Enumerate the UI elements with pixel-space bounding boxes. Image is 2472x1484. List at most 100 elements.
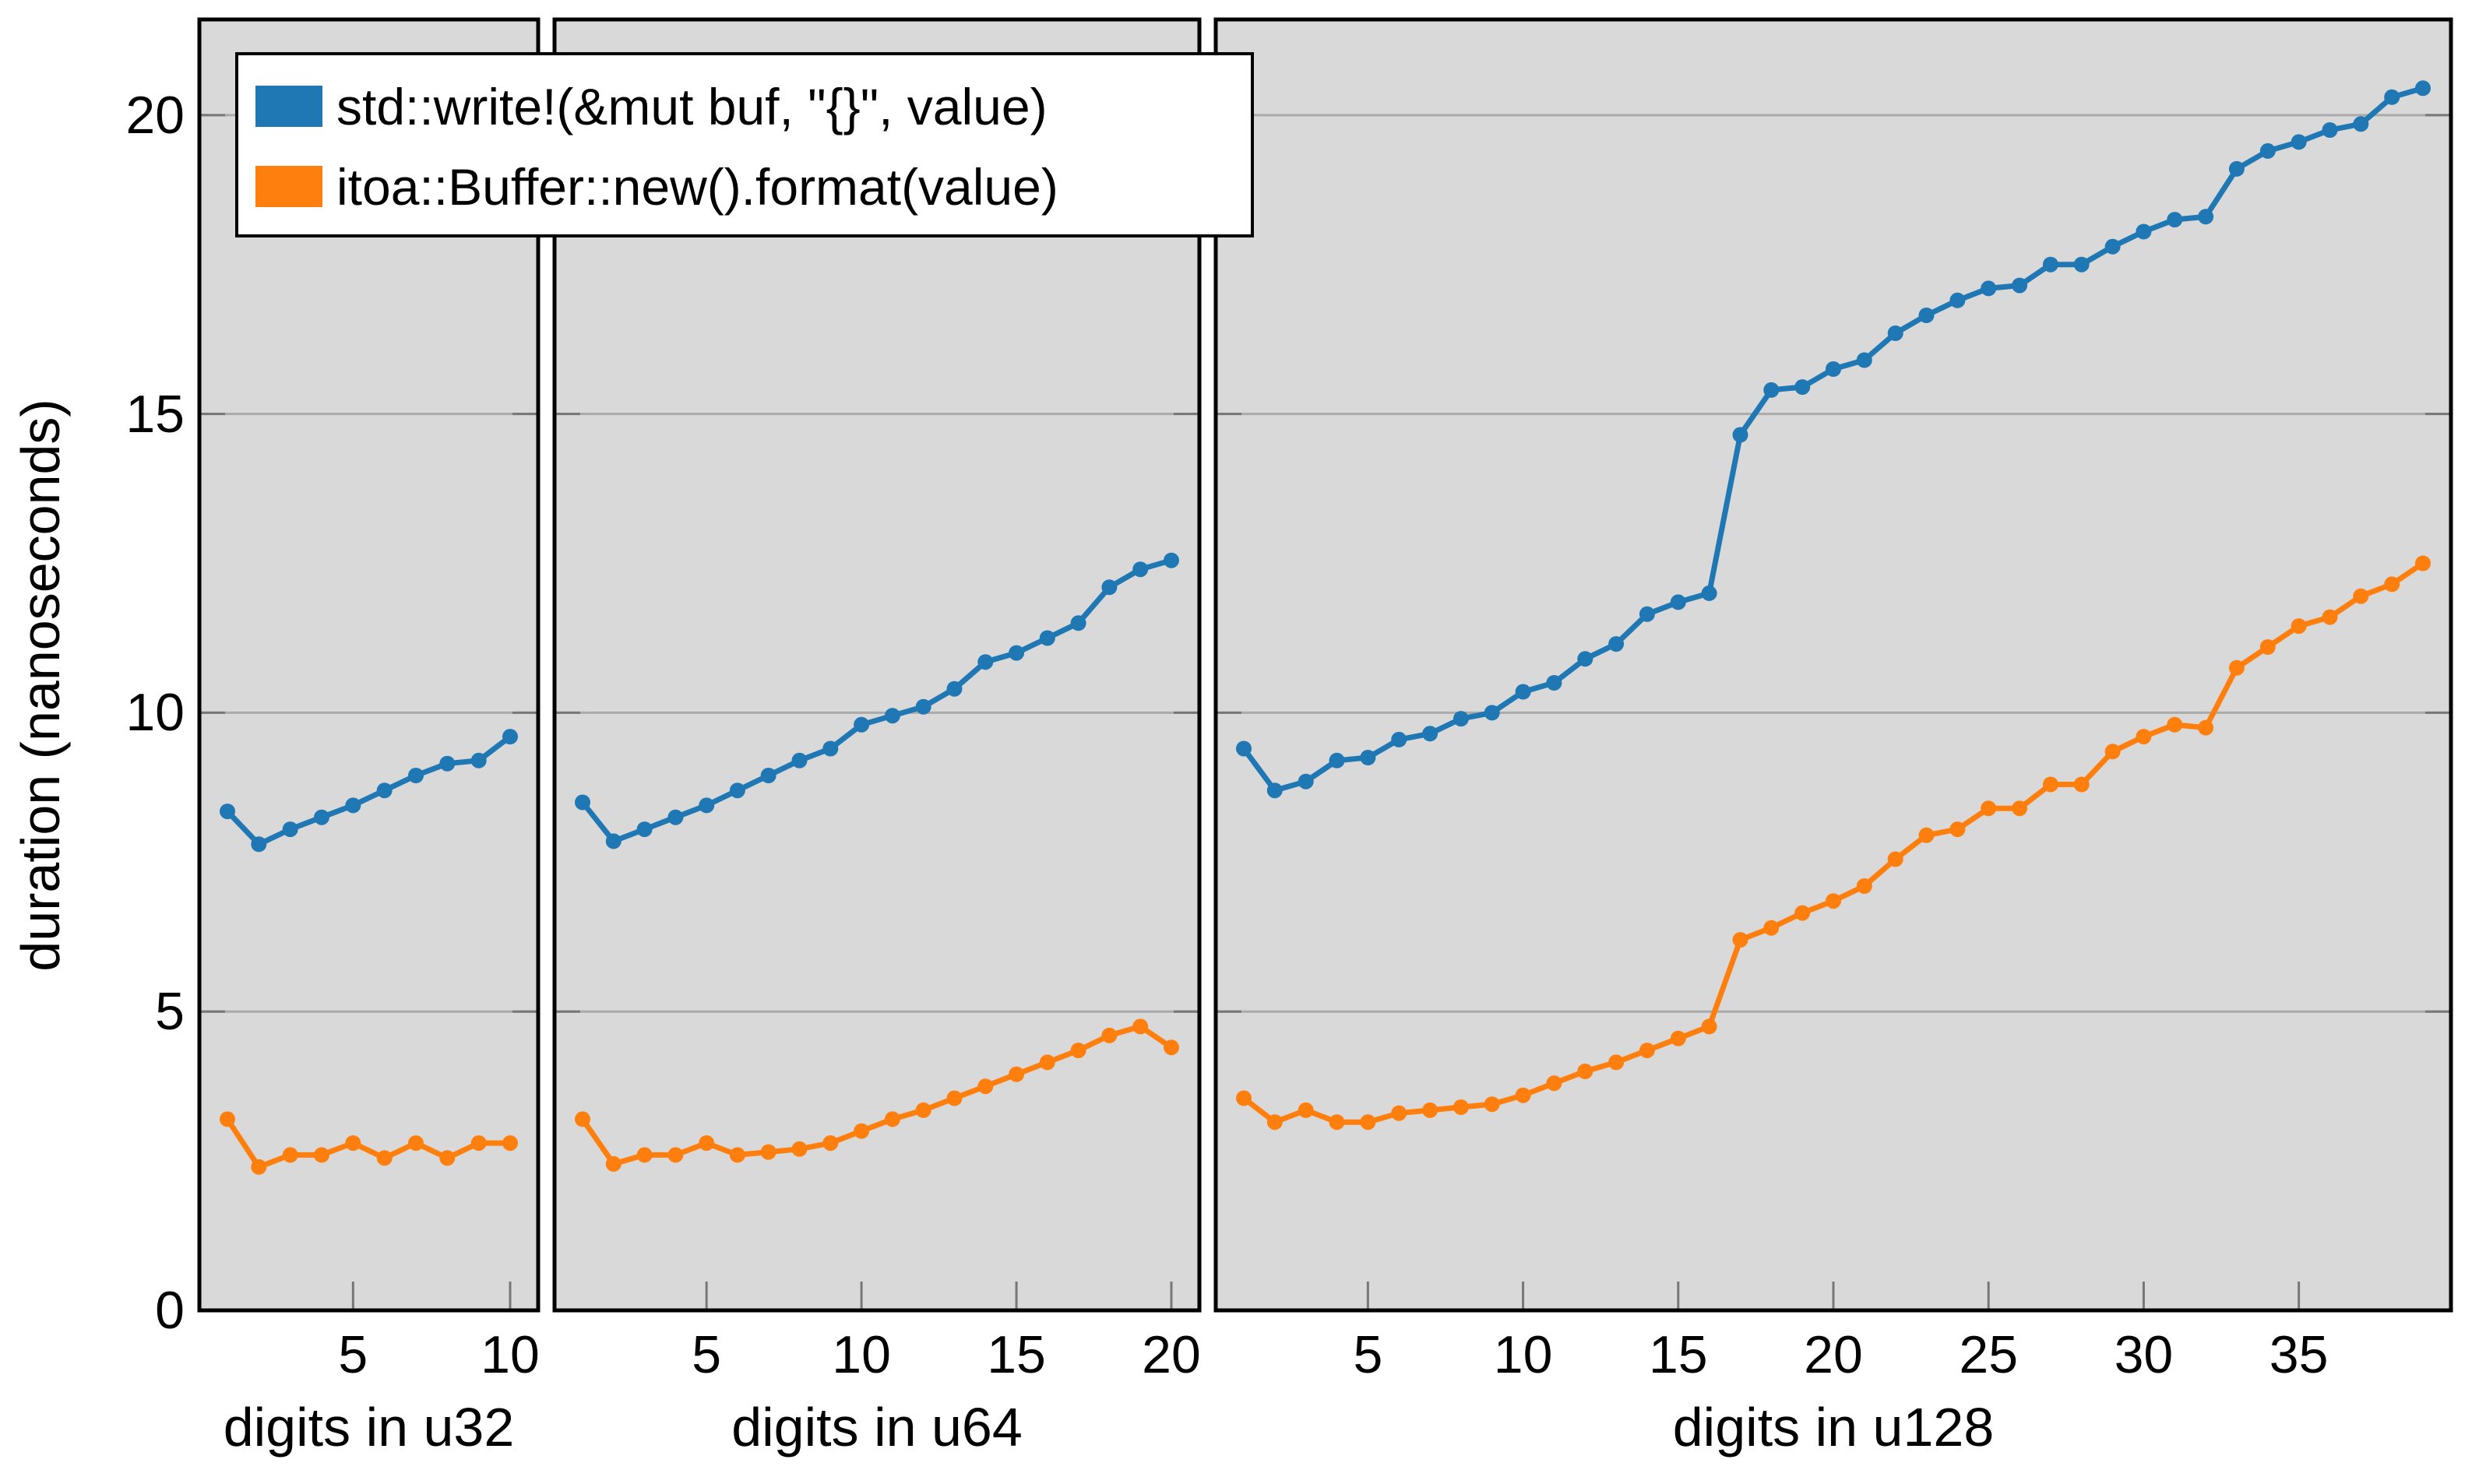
- y-tick-label: 0: [155, 1281, 185, 1340]
- data-point-itoa: [1236, 1090, 1252, 1106]
- panel-u64-border: [552, 17, 1202, 1313]
- data-point-std: [1701, 585, 1717, 601]
- panel-u32-border: [197, 17, 541, 1313]
- data-point-itoa: [2291, 618, 2307, 635]
- data-point-std: [2384, 89, 2400, 105]
- y-tick-label: 10: [125, 683, 185, 743]
- data-point-std: [1577, 651, 1593, 667]
- data-point-itoa: [1453, 1099, 1469, 1115]
- data-point-itoa: [1515, 1087, 1531, 1103]
- data-point-itoa: [2136, 729, 2152, 745]
- data-point-itoa: [791, 1141, 808, 1157]
- x-tick-label: 25: [1959, 1325, 2019, 1384]
- data-point-itoa: [1070, 1043, 1086, 1059]
- data-point-itoa: [1266, 1114, 1283, 1131]
- data-point-std: [1546, 675, 1562, 691]
- data-point-itoa: [854, 1123, 870, 1139]
- legend-item-itoa: itoa::Buffer::new().format(value): [238, 146, 1251, 227]
- data-point-itoa: [2073, 776, 2090, 793]
- data-point-std: [2198, 209, 2214, 225]
- data-point-itoa: [1391, 1105, 1407, 1121]
- data-point-std: [729, 782, 745, 799]
- data-point-itoa: [946, 1090, 963, 1106]
- data-point-std: [1826, 361, 1841, 377]
- data-point-itoa: [1732, 932, 1748, 948]
- data-point-itoa: [2384, 576, 2400, 593]
- data-point-itoa: [1918, 827, 1935, 843]
- data-point-itoa: [1608, 1054, 1625, 1071]
- data-point-std: [1608, 636, 1625, 652]
- y-tick-label: 5: [155, 982, 185, 1042]
- x-tick-label: 35: [2269, 1325, 2329, 1384]
- data-point-std: [791, 752, 808, 768]
- data-point-std: [2415, 80, 2431, 97]
- data-point-std: [2291, 134, 2307, 150]
- data-point-std: [605, 833, 622, 849]
- data-point-itoa: [636, 1147, 653, 1163]
- data-point-itoa: [1298, 1102, 1314, 1118]
- data-point-itoa: [667, 1147, 684, 1163]
- data-point-itoa: [1360, 1114, 1376, 1131]
- data-point-std: [915, 698, 931, 715]
- x-tick-label: 15: [1648, 1325, 1708, 1384]
- x-tick-label: 5: [338, 1325, 368, 1384]
- data-point-itoa: [822, 1135, 839, 1152]
- data-point-itoa: [1132, 1018, 1149, 1035]
- data-point-itoa: [1949, 821, 1966, 838]
- data-point-itoa: [1887, 851, 1903, 867]
- data-point-std: [2353, 116, 2369, 132]
- data-point-itoa: [2259, 639, 2276, 655]
- data-point-std: [314, 809, 329, 825]
- x-tick-label: 10: [832, 1325, 891, 1384]
- y-axis-label: duration (nanoseconds): [10, 399, 71, 972]
- legend-label-std: std::write!(&mut buf, "{}", value): [336, 77, 1048, 135]
- data-point-itoa: [220, 1111, 235, 1127]
- data-point-std: [1515, 684, 1531, 700]
- data-point-std: [977, 654, 994, 670]
- data-point-std: [1101, 579, 1118, 596]
- data-point-std: [822, 740, 839, 757]
- data-point-itoa: [251, 1159, 267, 1175]
- data-point-std: [1132, 561, 1149, 578]
- data-point-itoa: [699, 1135, 715, 1152]
- data-point-std: [251, 836, 267, 853]
- x-tick-label: 15: [987, 1325, 1046, 1384]
- data-point-itoa: [1101, 1027, 1118, 1043]
- data-point-itoa: [282, 1147, 298, 1163]
- data-point-itoa: [314, 1147, 329, 1163]
- series-line-itoa: [224, 1116, 513, 1170]
- x-axis-label-u128: digits in u128: [1672, 1397, 1995, 1458]
- data-point-std: [1164, 552, 1179, 568]
- data-point-itoa: [1670, 1030, 1686, 1046]
- data-point-std: [1009, 645, 1025, 661]
- data-point-std: [760, 768, 776, 783]
- data-point-itoa: [1009, 1066, 1025, 1082]
- data-point-std: [1981, 280, 1997, 297]
- data-point-std: [1732, 427, 1748, 443]
- x-axis-label-u64: digits in u64: [731, 1397, 1023, 1458]
- data-point-std: [1453, 711, 1469, 727]
- data-point-itoa: [376, 1150, 393, 1166]
- data-point-std: [1360, 750, 1376, 765]
- data-point-itoa: [2322, 609, 2338, 625]
- data-point-std: [1856, 352, 1872, 368]
- y-tick-label: 15: [125, 384, 185, 444]
- data-point-std: [220, 804, 235, 820]
- legend-label-itoa: itoa::Buffer::new().format(value): [336, 157, 1058, 216]
- data-point-std: [1670, 594, 1686, 610]
- data-point-itoa: [605, 1155, 622, 1172]
- data-point-itoa: [915, 1102, 931, 1118]
- data-point-std: [1794, 379, 1811, 396]
- data-point-std: [1639, 606, 1655, 622]
- data-point-std: [439, 755, 456, 772]
- data-point-std: [1422, 726, 1438, 742]
- data-point-std: [2228, 160, 2245, 177]
- data-point-std: [1949, 292, 1966, 308]
- x-tick-label: 20: [1804, 1325, 1863, 1384]
- data-point-itoa: [2353, 588, 2369, 604]
- data-point-itoa: [502, 1135, 518, 1152]
- data-point-itoa: [2198, 719, 2214, 736]
- data-point-itoa: [1794, 905, 1811, 921]
- data-point-itoa: [2104, 744, 2121, 760]
